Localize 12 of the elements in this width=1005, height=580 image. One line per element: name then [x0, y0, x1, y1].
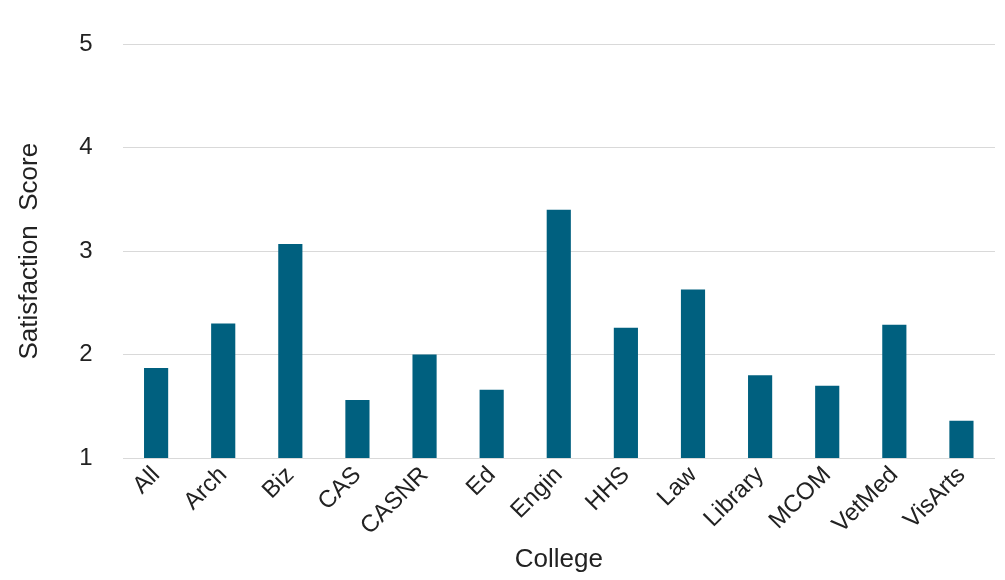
x-axis-title: College	[514, 542, 603, 573]
y-tick-label: 3	[79, 235, 93, 263]
x-tick-label: Biz	[255, 460, 299, 504]
y-axis-title: Satisfaction Score	[12, 142, 43, 360]
x-tick-label: All	[126, 460, 165, 499]
x-tick-label: Law	[650, 459, 702, 511]
x-tick-label: CAS	[311, 460, 366, 515]
x-tick-label: Ed	[460, 460, 500, 501]
y-tick-label: 1	[79, 442, 93, 470]
y-tick-label: 4	[79, 132, 93, 160]
y-tick-label: 2	[79, 339, 93, 367]
y-tick-label: 5	[79, 29, 93, 57]
